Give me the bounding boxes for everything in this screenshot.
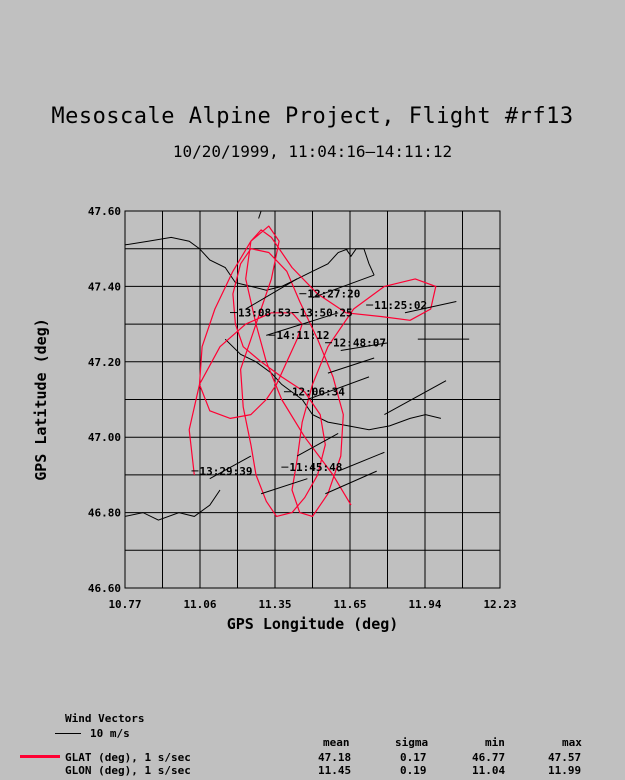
- wind-vector-legend-title: Wind Vectors: [65, 712, 145, 725]
- chart-subtitle: 10/20/1999, 11:04:16–14:11:12: [172, 142, 453, 161]
- y-axis-label: GPS Latitude (deg): [32, 318, 50, 481]
- legend-row-glat: GLAT (deg), 1 s/sec 47.18 0.17 46.77 47.…: [0, 751, 625, 765]
- wind-vector: [327, 357, 375, 374]
- y-tick-label: 47.20: [88, 356, 121, 369]
- x-axis-label: GPS Longitude (deg): [227, 615, 399, 633]
- glat-legend-swatch: [20, 755, 60, 758]
- stat-header-mean: mean: [323, 736, 350, 749]
- time-annotation: 13:08:53: [238, 307, 291, 320]
- chart-title: Mesoscale Alpine Project, Flight #rf13: [51, 104, 574, 129]
- y-tick-label: 47.60: [88, 205, 121, 218]
- stat-header-max: max: [562, 736, 582, 749]
- x-tick-label: 12.23: [483, 598, 516, 611]
- y-tick-label: 46.80: [88, 507, 121, 520]
- wind-vector-scale-line: [55, 733, 81, 734]
- wind-vector: [312, 274, 375, 299]
- time-annotation: 11:25:02: [374, 299, 427, 312]
- x-tick-label: 11.06: [183, 598, 216, 611]
- wind-vector: [340, 342, 388, 351]
- y-tick-label: 46.60: [88, 582, 121, 595]
- wind-vector-scale-label: 10 m/s: [90, 727, 130, 740]
- flight-track-plot: 12:27:20 11:25:02 13:08:53 13:50:25 14:11:12…: [32, 205, 517, 633]
- wind-vector: [209, 455, 252, 480]
- wind-vector: [245, 278, 298, 310]
- legend-label-glon: GLON (deg), 1 s/sec: [65, 764, 191, 777]
- wind-vector: [266, 312, 339, 336]
- coastline-segment: [258, 210, 262, 219]
- x-tick-label: 11.35: [258, 598, 291, 611]
- y-tick-label: 47.40: [88, 280, 121, 293]
- wind-vector: [337, 451, 385, 472]
- legend-row-glon: GLON (deg), 1 s/sec 11.45 0.19 11.04 11.…: [0, 764, 625, 778]
- wind-vector: [384, 380, 447, 416]
- wind-vector: [404, 300, 457, 314]
- glon-max: 11.99: [548, 764, 582, 777]
- glat-mean: 47.18: [318, 751, 352, 764]
- flight-track-line: [188, 225, 437, 517]
- time-annotation: 12:48:07: [333, 337, 386, 350]
- legend-label-glat: GLAT (deg), 1 s/sec: [65, 751, 191, 764]
- coastline-segment: [124, 489, 221, 521]
- wind-vector: [325, 470, 377, 495]
- glat-max: 47.57: [548, 751, 582, 764]
- time-annotation: 13:29:39: [199, 465, 252, 478]
- time-annotation: 12:27:20: [307, 288, 360, 301]
- plot-frame: [124, 210, 501, 589]
- y-tick-label: 47.00: [88, 431, 121, 444]
- glat-sigma: 0.17: [400, 751, 427, 764]
- wind-vector: [307, 376, 370, 400]
- glon-min: 11.04: [472, 764, 506, 777]
- coastline-segment: [124, 236, 349, 291]
- x-tick-label: 10.77: [108, 598, 141, 611]
- stat-header-sigma: sigma: [395, 736, 429, 749]
- legend-block: Wind Vectors 10 m/s mean sigma min max G…: [0, 700, 625, 780]
- stat-header-min: min: [485, 736, 505, 749]
- glon-mean: 11.45: [318, 764, 352, 777]
- x-tick-label: 11.65: [333, 598, 366, 611]
- time-annotation: 14:11:12: [277, 329, 330, 342]
- coastline-segment: [345, 248, 375, 276]
- wind-vector: [296, 432, 339, 457]
- glon-sigma: 0.19: [400, 764, 427, 777]
- time-annotation: 13:50:25: [300, 307, 353, 320]
- time-annotation: 12:06:34: [292, 386, 345, 399]
- coastline-segment: [224, 338, 442, 431]
- time-annotation: 11:45:48: [289, 461, 342, 474]
- glat-min: 46.77: [472, 751, 506, 764]
- wind-vector: [260, 478, 308, 495]
- x-tick-label: 11.94: [408, 598, 441, 611]
